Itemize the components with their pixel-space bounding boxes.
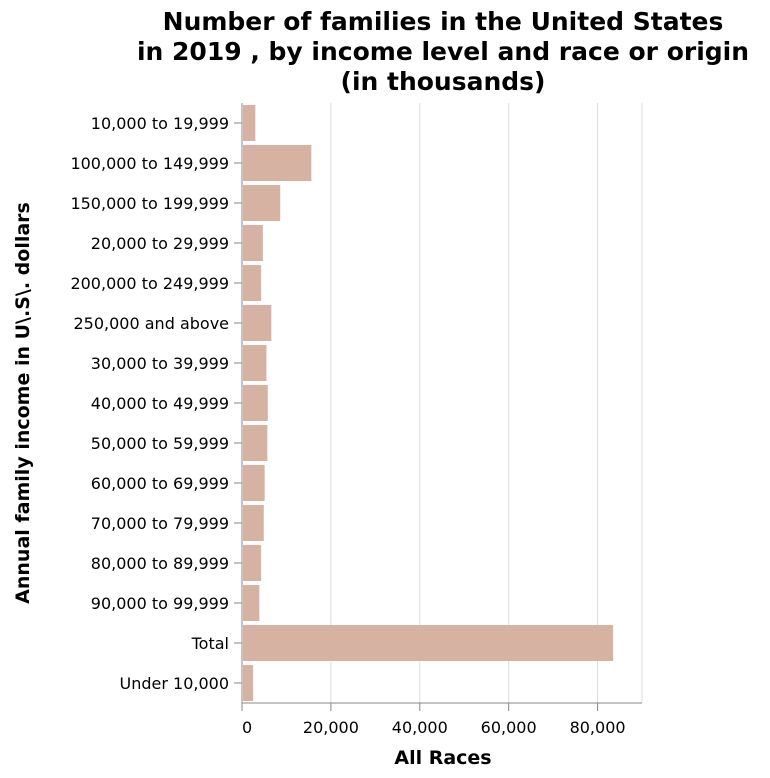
bar-12 [243, 585, 260, 621]
y-tick-label-12: 90,000 to 99,999 [91, 594, 229, 613]
y-tick-label-10: 70,000 to 79,999 [91, 514, 229, 533]
bar-11 [243, 545, 262, 581]
y-tick-label-4: 200,000 to 249,999 [70, 274, 229, 293]
y-axis-ticks: 10,000 to 19,999 100,000 to 149,999 150,00… [70, 114, 242, 693]
gridlines [330, 103, 643, 703]
chart-title-line-1: Number of families in the United States [163, 7, 724, 36]
y-tick-label-6: 30,000 to 39,999 [91, 354, 229, 373]
bar-9 [243, 465, 265, 501]
x-tick-label-4: 80,000 [570, 718, 626, 737]
x-tick-label-3: 60,000 [481, 718, 537, 737]
x-axis-ticks: 0 20,000 40,000 60,000 80,000 [241, 703, 626, 737]
bar-1 [243, 145, 312, 181]
bar-6 [243, 345, 267, 381]
y-tick-label-5: 250,000 and above [74, 314, 230, 333]
bar-7 [243, 385, 268, 421]
bar-2 [243, 185, 281, 221]
axes [241, 103, 642, 704]
x-tick-label-0: 0 [242, 718, 252, 737]
bar-3 [243, 225, 263, 261]
bar-0 [243, 105, 256, 141]
y-tick-label-8: 50,000 to 59,999 [91, 434, 229, 453]
y-tick-label-0: 10,000 to 19,999 [91, 114, 229, 133]
y-axis-title: Annual family income in U\.S\. dollars [12, 202, 34, 604]
y-tick-label-11: 80,000 to 89,999 [91, 554, 229, 573]
y-tick-label-2: 150,000 to 199,999 [70, 194, 229, 213]
bar-14 [243, 665, 254, 701]
chart-title-line-3: (in thousands) [341, 67, 546, 96]
bar-5 [243, 305, 272, 341]
y-tick-label-9: 60,000 to 69,999 [91, 474, 229, 493]
y-tick-label-14: Under 10,000 [120, 674, 230, 693]
bar-10 [243, 505, 264, 541]
bars [243, 105, 614, 701]
y-tick-label-13: Total [191, 634, 229, 653]
y-tick-label-1: 100,000 to 149,999 [70, 154, 229, 173]
x-axis-title: All Races [394, 747, 491, 769]
chart-title-line-2: in 2019 , by income level and race or or… [137, 37, 749, 66]
chart-title: Number of families in the United States … [137, 7, 749, 96]
x-tick-label-1: 20,000 [303, 718, 359, 737]
y-tick-label-3: 20,000 to 29,999 [91, 234, 229, 253]
bar-13 [243, 625, 614, 661]
y-tick-label-7: 40,000 to 49,999 [91, 394, 229, 413]
x-tick-label-2: 40,000 [392, 718, 448, 737]
bar-4 [243, 265, 262, 301]
bar-8 [243, 425, 268, 461]
